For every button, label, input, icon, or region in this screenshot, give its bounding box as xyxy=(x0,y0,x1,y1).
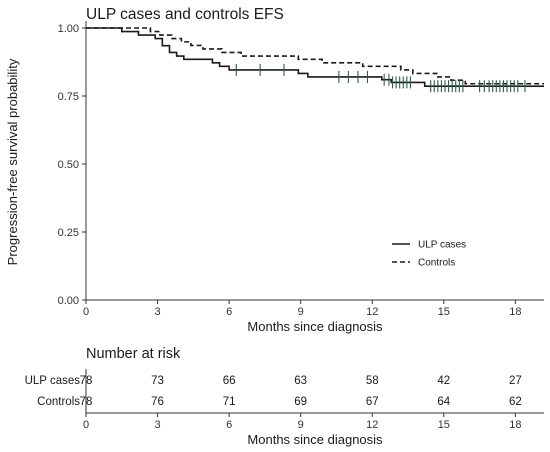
series-line-controls xyxy=(86,27,544,85)
risk-cell: 63 xyxy=(294,375,307,387)
risk-x-axis-label: Months since diagnosis xyxy=(247,432,383,447)
y-tick-label: 1.00 xyxy=(58,23,79,35)
x-tick-label: 0 xyxy=(83,306,89,318)
x-tick-label: 12 xyxy=(366,306,378,318)
x-tick-label: 6 xyxy=(226,306,232,318)
risk-cell: 67 xyxy=(366,396,379,408)
risk-x-tick-label: 3 xyxy=(155,419,161,431)
survival-curves xyxy=(86,27,544,88)
series-line-ulp-cases xyxy=(86,27,544,88)
risk-x-tick-label: 12 xyxy=(366,419,378,431)
risk-row-label-ulp-cases: ULP cases xyxy=(25,375,81,387)
y-tick-label: 0.25 xyxy=(58,227,79,239)
censor-marks xyxy=(235,63,526,93)
x-tick-label: 18 xyxy=(509,306,521,318)
y-tick-label: 0.00 xyxy=(58,295,79,307)
risk-cell: 42 xyxy=(437,375,450,387)
legend-label-ulp-cases: ULP cases xyxy=(418,240,466,251)
risk-x-ticks: 0 3 6 9 12 15 18 xyxy=(83,413,522,431)
risk-cell: 69 xyxy=(294,396,307,408)
y-tick-label: 0.75 xyxy=(58,91,79,103)
risk-row-label-controls: Controls xyxy=(37,396,80,408)
risk-cell: 62 xyxy=(509,396,522,408)
risk-table: Number at risk ULP cases Controls 78 73 66… xyxy=(25,346,544,447)
legend: ULP cases Controls xyxy=(392,240,466,269)
risk-cell: 73 xyxy=(151,375,164,387)
risk-x-tick-label: 6 xyxy=(226,419,232,431)
risk-x-tick-label: 0 xyxy=(83,419,89,431)
x-tick-label: 15 xyxy=(438,306,450,318)
risk-cell: 71 xyxy=(223,396,236,408)
risk-x-tick-label: 9 xyxy=(298,419,304,431)
risk-cell: 64 xyxy=(437,396,450,408)
risk-cell: 76 xyxy=(151,396,164,408)
risk-cell: 58 xyxy=(366,375,379,387)
risk-cell: 27 xyxy=(509,375,522,387)
risk-table-title: Number at risk xyxy=(86,346,181,362)
risk-cell: 78 xyxy=(80,375,93,387)
y-ticks: 0.00 0.25 0.50 0.75 1.00 xyxy=(58,23,86,307)
x-ticks: 0 3 6 9 12 15 18 xyxy=(83,300,522,318)
legend-label-controls: Controls xyxy=(418,258,455,269)
chart-title: ULP cases and controls EFS xyxy=(86,6,284,23)
risk-x-tick-label: 18 xyxy=(509,419,521,431)
risk-cell: 78 xyxy=(80,396,93,408)
y-axis-label: Progression-free survival probability xyxy=(5,58,20,265)
risk-values: 78 73 66 63 58 42 27 78 76 71 69 67 64 62 xyxy=(80,375,522,408)
x-tick-label: 3 xyxy=(155,306,161,318)
y-tick-label: 0.50 xyxy=(58,159,79,171)
survival-plot: ULP cases and controls EFS Progression-f… xyxy=(5,6,544,334)
x-axis-label: Months since diagnosis xyxy=(247,319,383,334)
risk-cell: 66 xyxy=(223,375,236,387)
x-tick-label: 9 xyxy=(298,306,304,318)
risk-x-tick-label: 15 xyxy=(438,419,450,431)
